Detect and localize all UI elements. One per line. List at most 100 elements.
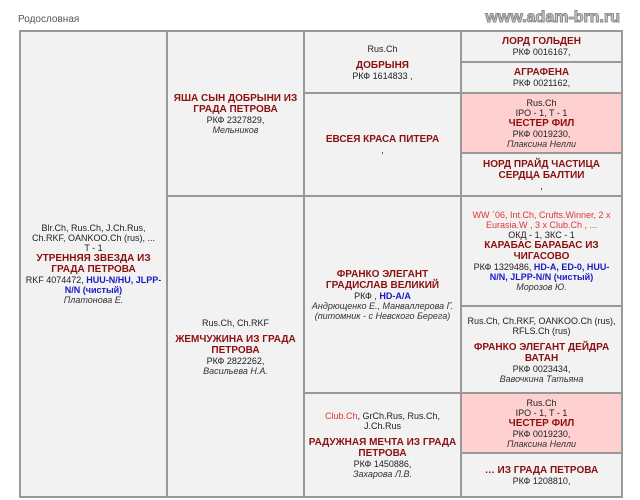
pedigree-cell-ssd[interactable]: АГРАФЕНА РКФ 0021162, — [461, 62, 622, 93]
pedigree-cell-dsd[interactable]: Rus.Ch, Ch.RKF, OANKOO.Ch (rus), RFLS.Ch… — [461, 306, 622, 393]
pedigree-table: Blr.Ch, Rus.Ch, J.Ch.Rus, Ch.RKF, OANKOO… — [19, 30, 623, 498]
registration-number: РКФ 2822262, — [206, 355, 265, 366]
dog-name: РАДУЖНАЯ МЕЧТА ИЗ ГРАДА ПЕТРОВА — [308, 437, 457, 459]
title-text: Rus.Ch, Ch.RKF, OANKOO.Ch (rus), RFLS.Ch… — [467, 315, 616, 336]
registration-number: РКФ 0021162, — [512, 78, 571, 88]
titles-line: Blr.Ch, Rus.Ch, J.Ch.Rus, Ch.RKF, OANKOO… — [24, 223, 163, 243]
registration: , — [540, 181, 543, 191]
dog-name: УТРЕННЯЯ ЗВЕЗДА ИЗ ГРАДА ПЕТРОВА — [36, 253, 151, 275]
watermark: www.adam-brn.ru — [485, 9, 621, 27]
registration-number: RKF 4074472, — [25, 275, 87, 285]
titles-line: Rus.Ch — [526, 98, 556, 108]
dog-name: ЧЕСТЕР ФИЛ — [508, 417, 575, 429]
dog-name: АГРАФЕНА — [513, 67, 570, 78]
registration-number: РКФ 1208810, — [512, 475, 571, 486]
registration: РКФ 0023434, — [513, 364, 571, 374]
registration-number: РКФ 0019230, — [512, 428, 571, 439]
title-text: WW `06, Int.Ch, Crufts.Winner, 2 x Euras… — [472, 210, 611, 230]
titles-line: IPO - 1, T - 1 — [516, 408, 568, 418]
pedigree-cell-dd[interactable]: Club.Ch, GrCh.Rus, Rus.Ch, J.Ch.Rus РАДУЖ… — [304, 393, 461, 497]
title-text: IPO - 1, T - 1 — [515, 107, 568, 118]
registration-number: РКФ 1450886, — [353, 459, 412, 469]
dog-name: КАРАБАС БАРАБАС ИЗ ЧИГАСОВО — [484, 240, 599, 262]
pedigree-cell-sdd[interactable]: НОРД ПРАЙД ЧАСТИЦА СЕРДЦА БАЛТИИ, — [461, 153, 622, 196]
titles-line: IPO - 1, T - 1 — [516, 108, 568, 118]
registration-number: РКФ 0023434, — [512, 363, 571, 374]
health-tests: HUU-N/HU, JLPP-N/N (чистый) — [64, 275, 162, 295]
registration: РКФ , HD-A/A — [354, 291, 411, 301]
registration: , — [381, 145, 384, 155]
title-text: Blr.Ch, Rus.Ch, J.Ch.Rus, Ch.RKF, OANKOO… — [31, 223, 156, 243]
registration-number: РКФ , — [354, 290, 380, 301]
registration: РКФ 2822262, — [207, 356, 265, 366]
title-text: Rus.Ch — [526, 97, 557, 108]
registration-number: РКФ 0019230, — [512, 128, 571, 139]
registration-number: РКФ 1614833 , — [352, 70, 413, 81]
titles-line: Club.Ch, GrCh.Rus, Rus.Ch, J.Ch.Rus — [308, 411, 457, 431]
registration: РКФ 1208810, — [513, 476, 571, 486]
pedigree-cell-dss[interactable]: WW `06, Int.Ch, Crufts.Winner, 2 x Euras… — [461, 196, 622, 306]
health-tests: HD-A/A — [379, 290, 411, 301]
pedigree-cell-sss[interactable]: ЛОРД ГОЛЬДЕН РКФ 0016167, — [461, 31, 622, 62]
page-title: Родословная — [18, 14, 80, 25]
owner: Захарова Л.В. — [352, 469, 413, 479]
owner: Вавочкина Татьяна — [499, 373, 584, 384]
dog-name: ФРАНКО ЭЛЕГАНТ ДЕЙДРА ВАТАН — [473, 341, 610, 364]
registration-number: РКФ 2327829, — [206, 114, 265, 125]
dog-name: ФРАНКО ЭЛЕГАНТ ГРАДИСЛАВ ВЕЛИКИЙ — [325, 268, 440, 291]
titles-line: Rus.Ch, Ch.RKF, OANKOO.Ch (rus), RFLS.Ch… — [465, 316, 618, 336]
title-text: IPO - 1, T - 1 — [515, 407, 568, 418]
registration-number: , — [540, 180, 543, 191]
registration-number: РКФ 0016167, — [512, 47, 571, 57]
dog-name: ЯША СЫН ДОБРЫНИ ИЗ ГРАДА ПЕТРОВА — [173, 92, 298, 115]
pedigree-cell-dam[interactable]: Rus.Ch, Ch.RKF ЖЕМЧУЖИНА ИЗ ГРАДА ПЕТРОВА… — [167, 196, 304, 497]
registration: РКФ 0019230, — [513, 429, 571, 439]
owner: Васильева Н.А. — [203, 365, 268, 376]
pedigree-cell-sds[interactable]: Rus.Ch IPO - 1, T - 1 ЧЕСТЕР ФИЛ РКФ 001923… — [461, 93, 622, 153]
titles-line: Rus.Ch, Ch.RKF — [202, 318, 269, 328]
health-tests: HD-A, ED-0, HUU-N/N, JLPP-N/N (чистый) — [489, 262, 610, 282]
title-text: Rus.Ch — [526, 397, 557, 408]
registration: РКФ 0016167, — [513, 47, 571, 57]
title-text: Rus.Ch, Ch.RKF — [201, 317, 270, 328]
title-text: Rus.Ch — [367, 43, 398, 54]
titles-line: T - 1 — [84, 243, 102, 253]
pedigree-cell-sd[interactable]: ЕВСЕЯ КРАСА ПИТЕРА, — [304, 93, 461, 196]
pedigree-cell-ss[interactable]: Rus.Ch ДОБРЫНЯ РКФ 1614833 , — [304, 31, 461, 93]
title-text: ОКД - 1, ЗКС - 1 — [508, 230, 575, 240]
owner: Плаксина Нелли — [506, 138, 577, 149]
pedigree-cell-ddd[interactable]: … ИЗ ГРАДА ПЕТРОВА РКФ 1208810, — [461, 453, 622, 497]
owner: Андрющенко Е., Манваллерова Г. (питомник… — [311, 300, 454, 321]
dog-name: ЛОРД ГОЛЬДЕН — [502, 36, 581, 47]
pedigree-cell-dog[interactable]: Blr.Ch, Rus.Ch, J.Ch.Rus, Ch.RKF, OANKOO… — [20, 31, 167, 497]
registration: РКФ 1329486, HD-A, ED-0, HUU-N/N, JLPP-N… — [465, 262, 618, 282]
registration-number: , — [381, 145, 384, 155]
dog-name: ЧЕСТЕР ФИЛ — [508, 117, 575, 129]
registration: РКФ 1614833 , — [352, 71, 412, 81]
dog-name: ДОБРЫНЯ — [356, 59, 409, 71]
owner: Платонова Е. — [63, 295, 124, 305]
titles-line: Rus.Ch — [526, 398, 556, 408]
registration-number: РКФ 1329486, — [473, 262, 534, 272]
titles-line: Rus.Ch — [367, 44, 397, 54]
owner: Плаксина Нелли — [506, 438, 577, 449]
pedigree-cell-sire[interactable]: ЯША СЫН ДОБРЫНИ ИЗ ГРАДА ПЕТРОВА РКФ 2327… — [167, 31, 304, 196]
pedigree-cell-dds[interactable]: Rus.Ch IPO - 1, T - 1 ЧЕСТЕР ФИЛ РКФ 001923… — [461, 393, 622, 453]
dog-name: ЖЕМЧУЖИНА ИЗ ГРАДА ПЕТРОВА — [175, 333, 296, 356]
title-text: , GrCh.Rus, Rus.Ch, J.Ch.Rus — [357, 411, 441, 431]
pedigree-cell-ds[interactable]: ФРАНКО ЭЛЕГАНТ ГРАДИСЛАВ ВЕЛИКИЙ РКФ , HD… — [304, 196, 461, 393]
registration: РКФ 2327829, — [207, 115, 265, 125]
owner: Морозов Ю. — [516, 282, 567, 292]
dog-name: … ИЗ ГРАДА ПЕТРОВА — [484, 464, 599, 476]
titles-line: ОКД - 1, ЗКС - 1 — [508, 230, 574, 240]
registration: РКФ 0019230, — [513, 129, 571, 139]
dog-name: НОРД ПРАЙД ЧАСТИЦА СЕРДЦА БАЛТИИ — [482, 158, 601, 181]
titles-line: WW `06, Int.Ch, Crufts.Winner, 2 x Euras… — [465, 210, 618, 230]
owner: Мельников — [212, 124, 259, 135]
registration: RKF 4074472, HUU-N/HU, JLPP-N/N (чистый) — [24, 275, 163, 295]
registration: РКФ 1450886, — [354, 459, 412, 469]
title-text: T - 1 — [84, 243, 103, 253]
registration: РКФ 0021162, — [513, 78, 570, 88]
dog-name: ЕВСЕЯ КРАСА ПИТЕРА — [325, 134, 440, 145]
title-text: Club.Ch — [324, 411, 358, 421]
